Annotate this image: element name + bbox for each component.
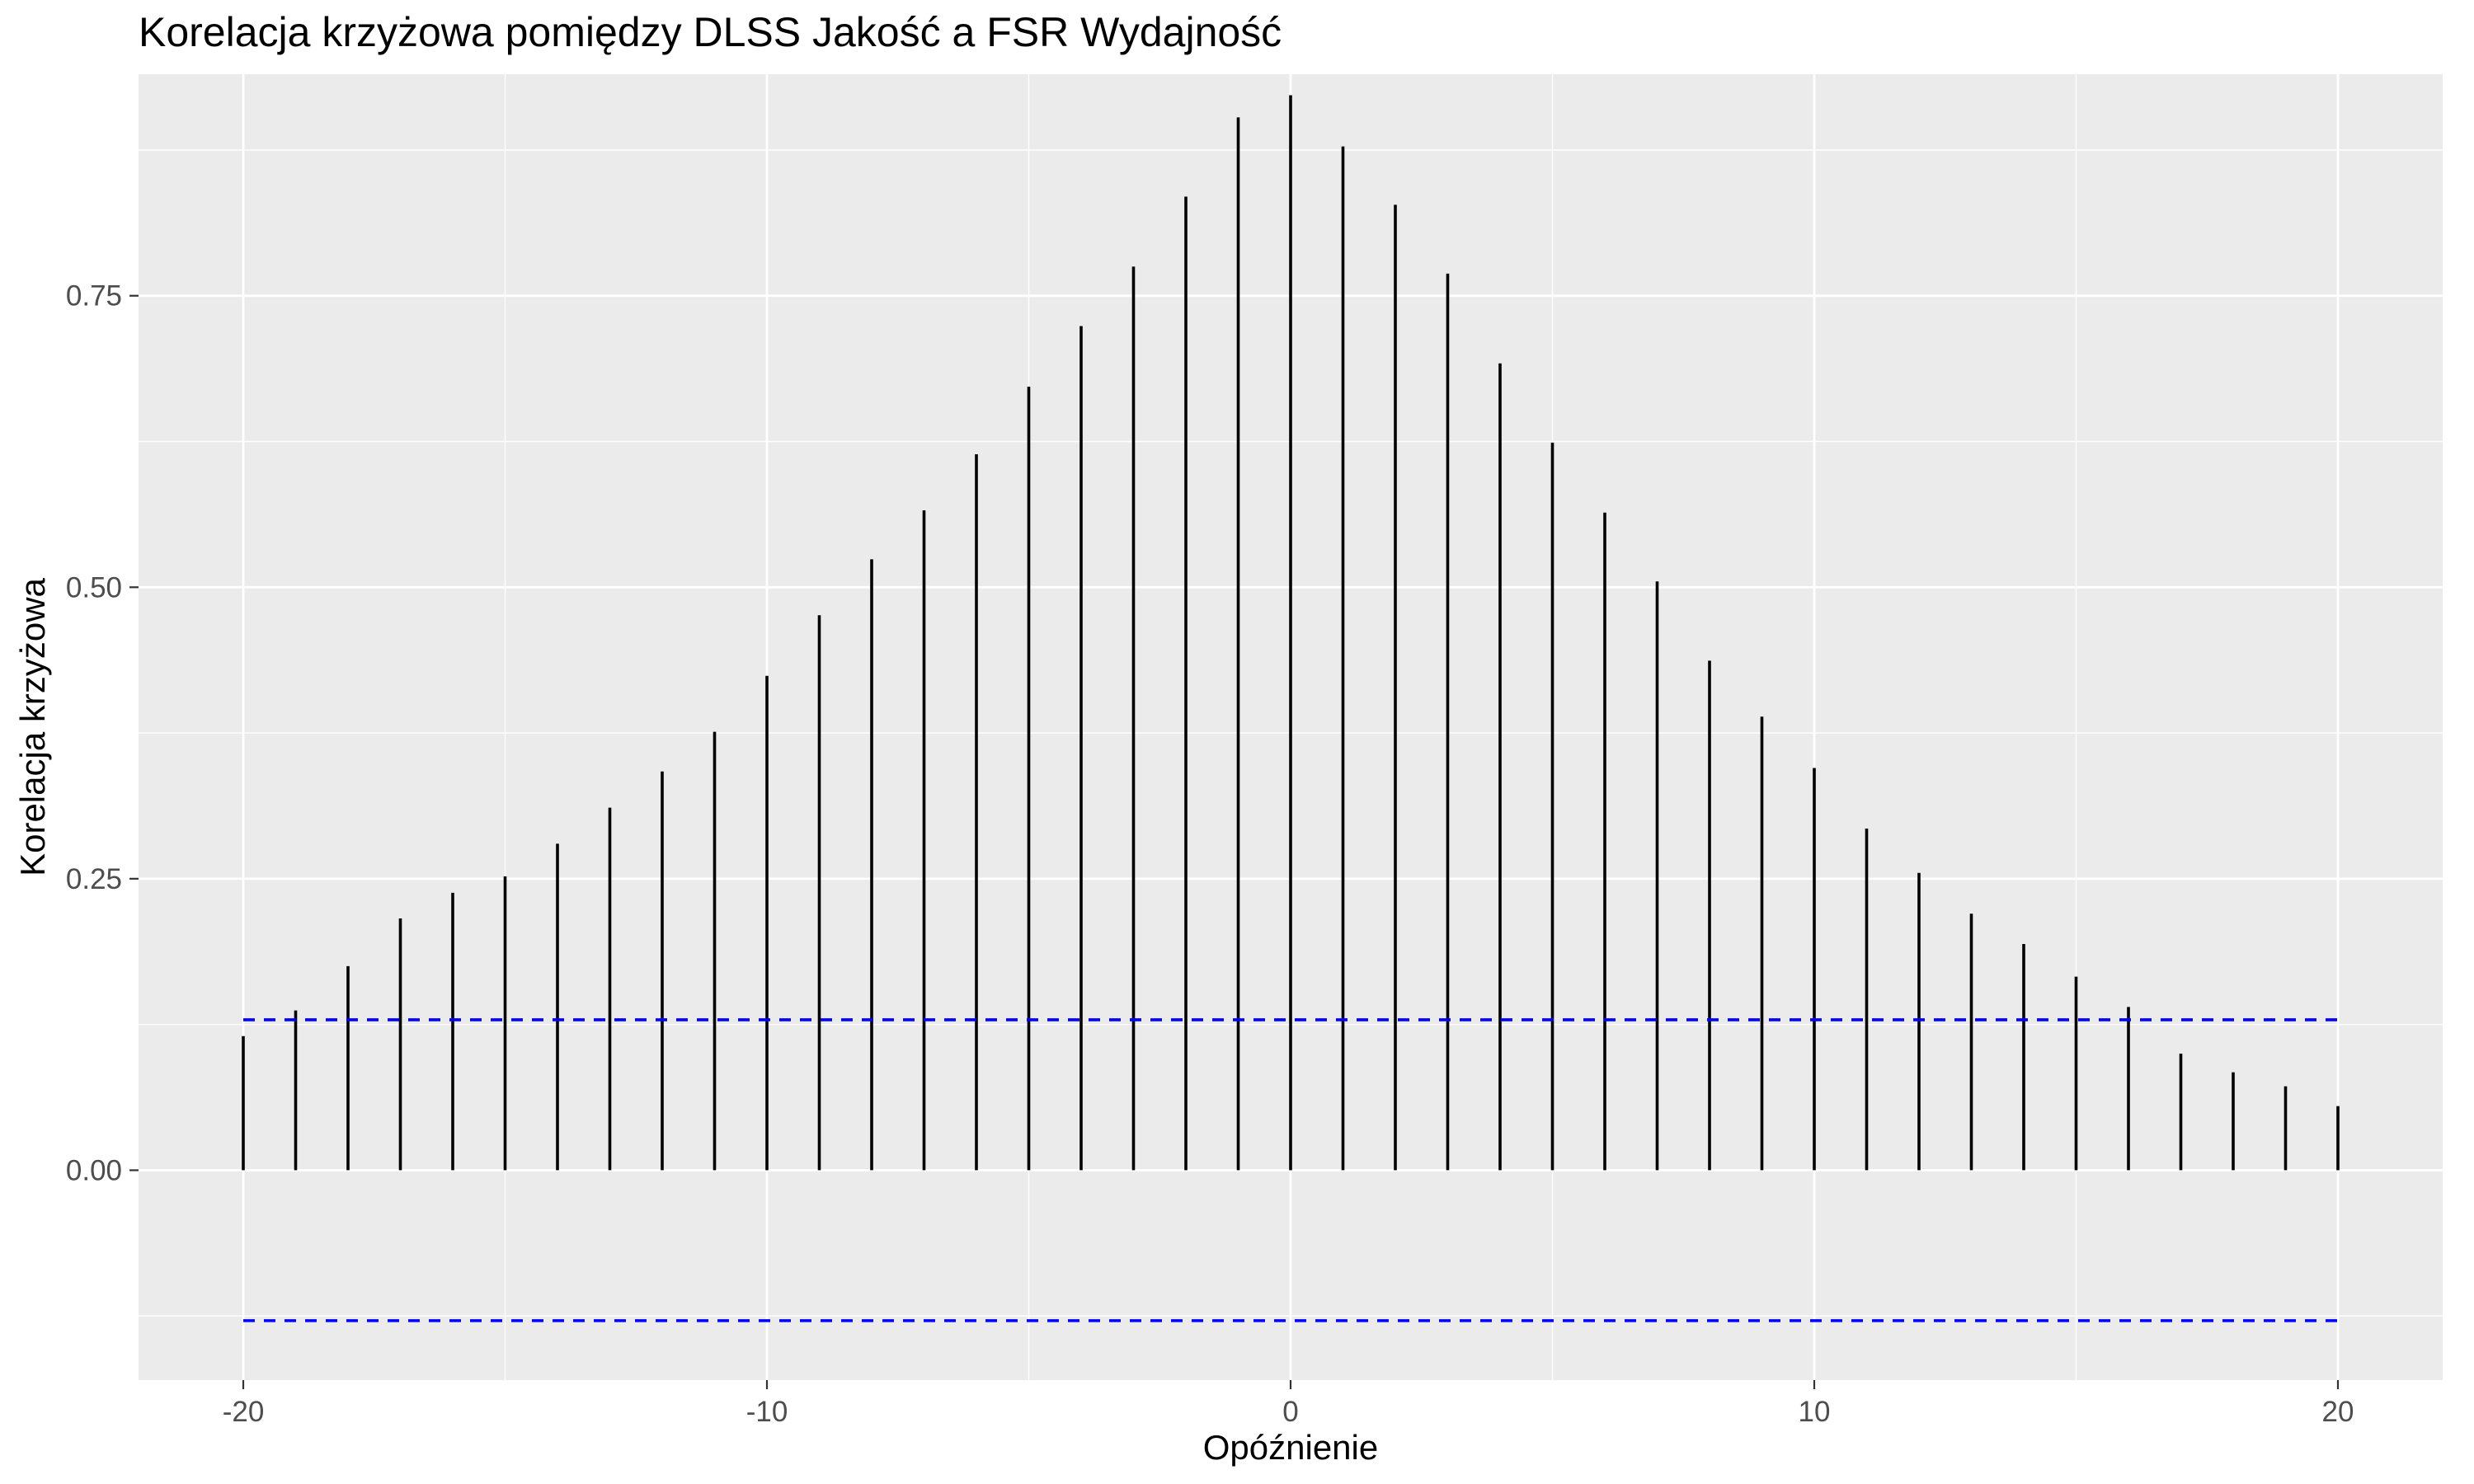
x-axis-label: Opóźnienie <box>1203 1428 1378 1467</box>
y-tick-label: 0.50 <box>66 571 122 603</box>
x-axis: -20 -10 0 10 20 <box>223 1380 2354 1428</box>
x-tick-label: 10 <box>1799 1396 1831 1428</box>
bars <box>242 95 2340 1171</box>
y-tick-label: 0.00 <box>66 1154 122 1186</box>
x-tick-label: -20 <box>223 1396 265 1428</box>
x-tick-label: -10 <box>746 1396 788 1428</box>
y-tick-label: 0.25 <box>66 863 122 895</box>
x-tick-label: 0 <box>1282 1396 1298 1428</box>
chart-title: Korelacja krzyżowa pomiędzy DLSS Jakość … <box>139 9 1282 55</box>
y-tick-label: 0.75 <box>66 280 122 312</box>
y-axis-label: Korelacja krzyżowa <box>13 577 52 876</box>
y-axis: 0.00 0.25 0.50 0.75 <box>66 280 139 1186</box>
x-tick-label: 20 <box>2322 1396 2354 1428</box>
